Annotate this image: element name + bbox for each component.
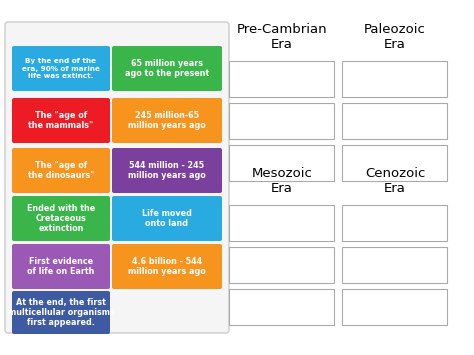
FancyBboxPatch shape [12,148,110,193]
Text: 544 million - 245
million years ago: 544 million - 245 million years ago [128,161,206,180]
FancyBboxPatch shape [229,61,335,97]
FancyBboxPatch shape [343,205,447,241]
Text: The "age of
the mammals": The "age of the mammals" [28,111,93,130]
FancyBboxPatch shape [112,244,222,289]
FancyBboxPatch shape [229,205,335,241]
Text: First evidence
of life on Earth: First evidence of life on Earth [27,257,95,276]
FancyBboxPatch shape [12,244,110,289]
FancyBboxPatch shape [5,22,229,333]
Text: The "age of
the dinosaurs": The "age of the dinosaurs" [28,161,94,180]
Text: By the end of the
era, 90% of marine
life was extinct.: By the end of the era, 90% of marine lif… [22,59,100,78]
Text: Paleozoic
Era: Paleozoic Era [364,23,426,51]
FancyBboxPatch shape [343,61,447,97]
FancyBboxPatch shape [12,196,110,241]
FancyBboxPatch shape [343,145,447,181]
Text: Ended with the
Cretaceous
extinction: Ended with the Cretaceous extinction [27,204,95,233]
FancyBboxPatch shape [343,103,447,139]
Text: Pre-Cambrian
Era: Pre-Cambrian Era [237,23,328,51]
FancyBboxPatch shape [112,148,222,193]
Text: Life moved
onto land: Life moved onto land [142,209,192,228]
FancyBboxPatch shape [229,103,335,139]
FancyBboxPatch shape [229,145,335,181]
Text: Mesozoic
Era: Mesozoic Era [252,167,312,195]
FancyBboxPatch shape [12,98,110,143]
FancyBboxPatch shape [112,98,222,143]
FancyBboxPatch shape [343,247,447,283]
FancyBboxPatch shape [12,291,110,334]
FancyBboxPatch shape [343,289,447,325]
Text: 65 million years
ago to the present: 65 million years ago to the present [125,59,209,78]
Text: 245 million-65
million years ago: 245 million-65 million years ago [128,111,206,130]
Text: 4.6 billion - 544
million years ago: 4.6 billion - 544 million years ago [128,257,206,276]
FancyBboxPatch shape [112,46,222,91]
FancyBboxPatch shape [229,247,335,283]
Text: At the end, the first
multicellular organisms
first appeared.: At the end, the first multicellular orga… [8,297,114,327]
FancyBboxPatch shape [112,196,222,241]
Text: Cenozoic
Era: Cenozoic Era [365,167,425,195]
FancyBboxPatch shape [12,46,110,91]
FancyBboxPatch shape [229,289,335,325]
